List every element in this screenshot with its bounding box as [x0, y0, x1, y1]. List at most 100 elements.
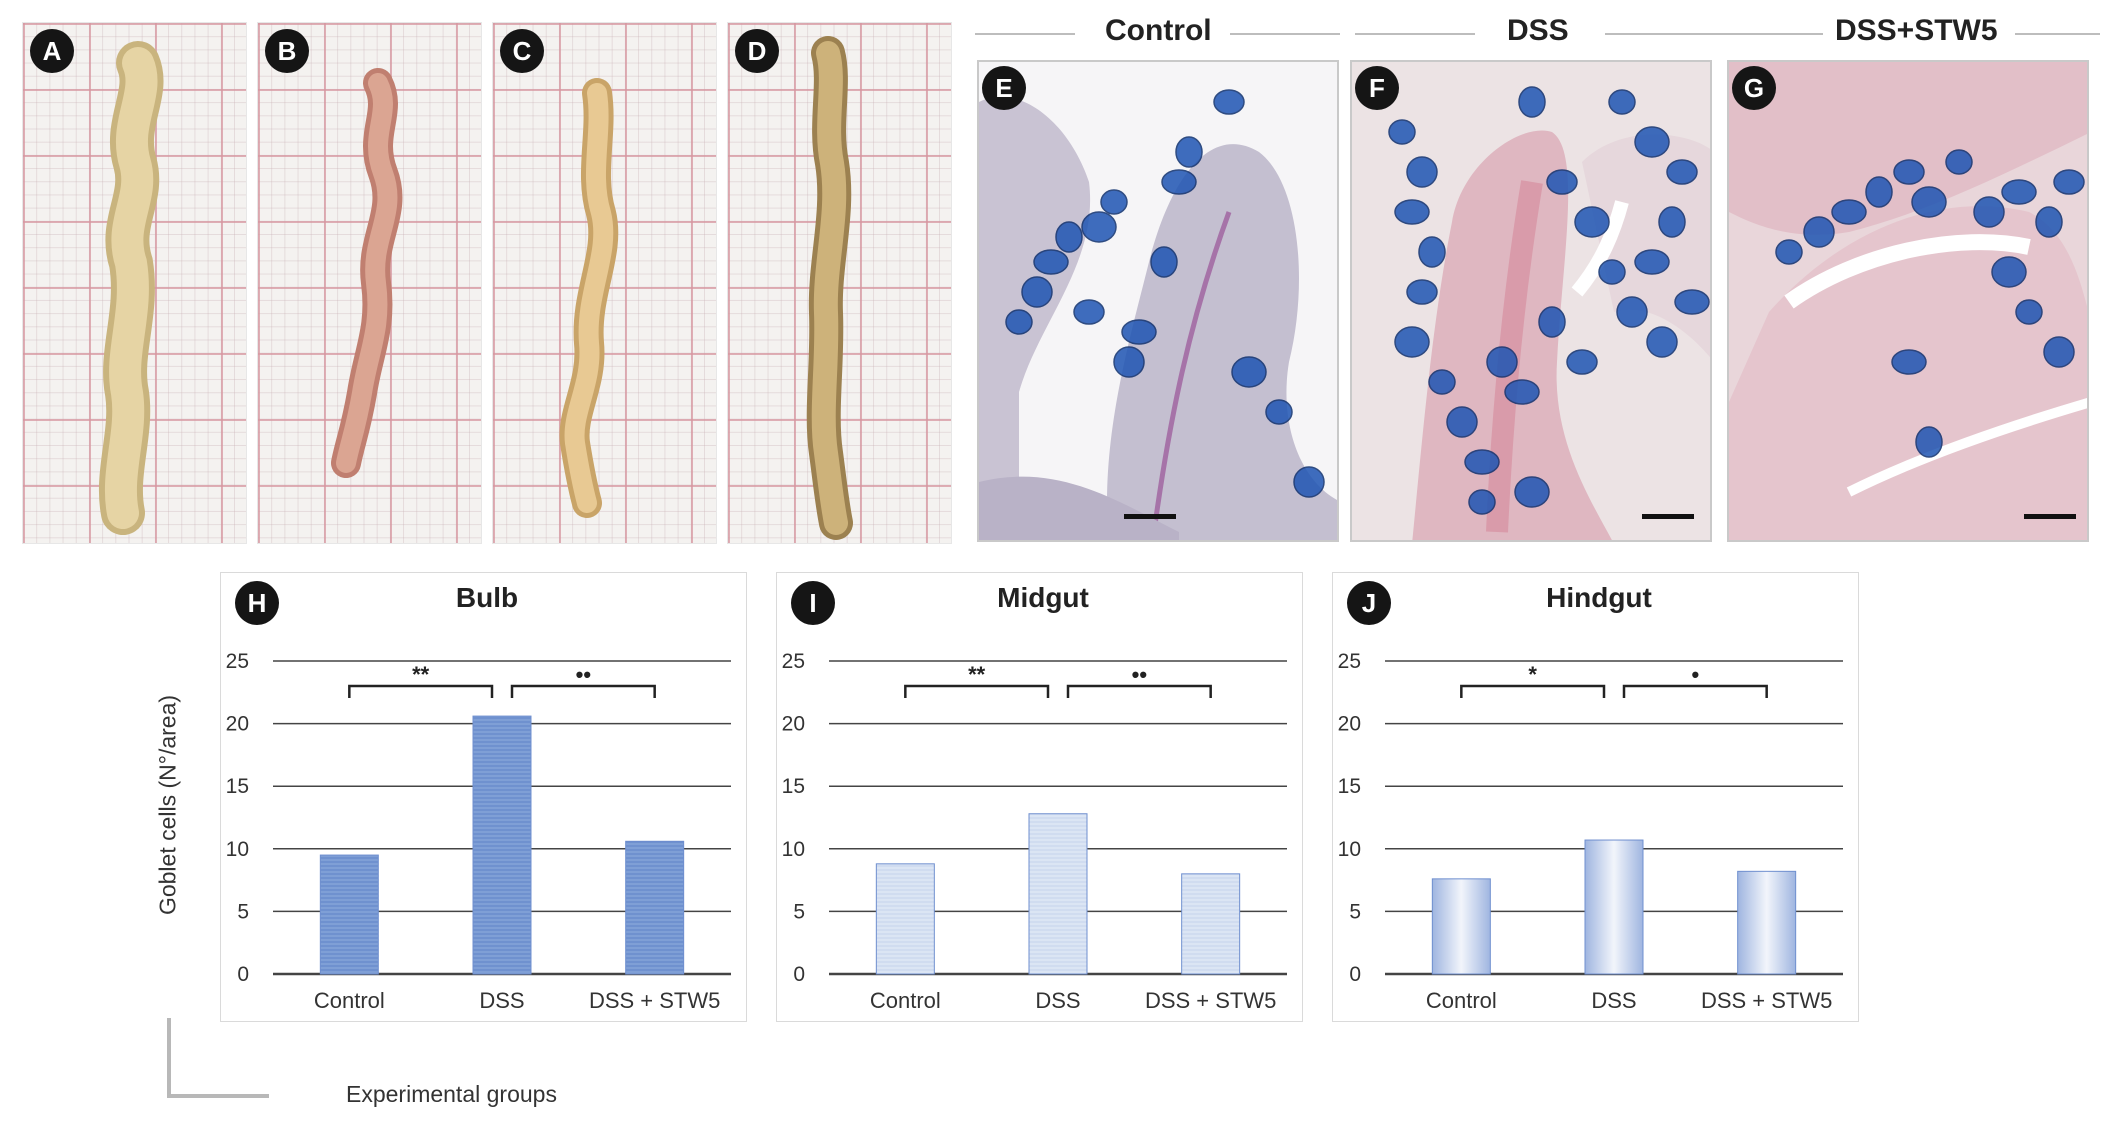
- photo-panel-c: [492, 22, 717, 544]
- x-tick-label: DSS: [1035, 988, 1080, 1013]
- y-tick-label: 20: [782, 713, 805, 736]
- goblet-cell: [1518, 86, 1546, 118]
- histology-image-e: [979, 62, 1337, 540]
- goblet-cell: [1418, 236, 1446, 268]
- histology-title-control: Control: [1093, 14, 1224, 48]
- significance-bracket: [904, 684, 1050, 699]
- significance-bracket: [1460, 684, 1606, 699]
- goblet-cell: [2053, 169, 2085, 195]
- x-tick-label: DSS: [479, 988, 524, 1013]
- header-rule-dss-left: [1355, 33, 1475, 35]
- significance-marker: ••: [1132, 662, 1147, 687]
- y-tick-label: 0: [237, 963, 249, 986]
- y-tick-label: 0: [1349, 963, 1361, 986]
- y-axis-label: Goblet cells (N°/area): [154, 694, 181, 916]
- significance-bracket: [510, 684, 656, 699]
- significance-marker: **: [968, 662, 986, 687]
- goblet-cell: [1915, 426, 1943, 458]
- goblet-cell: [1464, 449, 1500, 475]
- histology-title-stw5: DSS+STW5: [1823, 14, 2010, 48]
- goblet-cell: [1803, 216, 1835, 248]
- significance-bracket: [1622, 684, 1768, 699]
- y-tick-label: 25: [1338, 650, 1361, 673]
- y-tick-label: 0: [793, 963, 805, 986]
- panel-label: J: [1362, 588, 1376, 618]
- x-tick-label: DSS + STW5: [589, 988, 720, 1013]
- chart-midgut: 0 5 10 15 20 25 Midgut I Control DSS DSS + STW5 ** •…: [776, 572, 1303, 1022]
- bar-dss: [1584, 839, 1644, 975]
- goblet-cell: [1033, 249, 1069, 275]
- goblet-cell: [1666, 159, 1698, 185]
- chart-title: Hindgut: [1546, 582, 1652, 613]
- goblet-cell: [1394, 326, 1430, 358]
- bar-control: [319, 854, 379, 975]
- header-rule-control-right: [1230, 33, 1340, 35]
- goblet-cell: [1213, 89, 1245, 115]
- goblet-cell: [1831, 199, 1867, 225]
- chart-svg: 0 5 10 15 20 25 Hindgut J Control DSS DSS + STW5 * •: [1338, 581, 1843, 1013]
- goblet-cell: [1891, 349, 1927, 375]
- goblet-cell: [1055, 221, 1083, 253]
- chart-hindgut: 0 5 10 15 20 25 Hindgut J Control DSS DSS + STW5 * •: [1332, 572, 1859, 1022]
- goblet-cell: [1293, 466, 1325, 498]
- y-tick-label: 25: [782, 650, 805, 673]
- header-rule-stw5-left: [1735, 33, 1825, 35]
- goblet-cell: [1973, 196, 2005, 228]
- goblet-cell: [1546, 169, 1578, 195]
- goblet-cell: [1566, 349, 1598, 375]
- y-tick-label: 10: [226, 838, 249, 861]
- goblet-cell: [1388, 119, 1416, 145]
- y-tick-label: 10: [782, 838, 805, 861]
- goblet-cell: [1775, 239, 1803, 265]
- photo-panel-d: [727, 22, 952, 544]
- y-tick-label: 20: [226, 713, 249, 736]
- y-tick-label: 5: [793, 900, 805, 923]
- x-tick-label: Control: [870, 988, 941, 1013]
- goblet-cell: [1945, 149, 1973, 175]
- goblet-cell: [1113, 346, 1145, 378]
- significance-marker: •: [1691, 662, 1699, 687]
- goblet-cell: [2043, 336, 2075, 368]
- histology-image-g: [1729, 62, 2087, 540]
- panel-badge: [235, 581, 279, 625]
- chart-svg: 0 5 10 15 20 25 Midgut I Control DSS DSS + STW5 ** •…: [782, 581, 1287, 1013]
- goblet-cell: [1468, 489, 1496, 515]
- goblet-cell: [1634, 249, 1670, 275]
- panel-label-b: B: [265, 29, 309, 73]
- panel-badge: [1347, 581, 1391, 625]
- goblet-cell: [1893, 159, 1925, 185]
- significance-marker: *: [1528, 662, 1537, 687]
- y-tick-label: 10: [1338, 838, 1361, 861]
- x-tick-label: DSS: [1591, 988, 1636, 1013]
- panel-label: H: [248, 588, 267, 618]
- significance-marker: ••: [576, 662, 591, 687]
- axis-bracket-horizontal: [167, 1094, 269, 1098]
- panel-label-e: E: [982, 66, 1026, 110]
- goblet-cell: [1658, 206, 1686, 238]
- panel-label-a: A: [30, 29, 74, 73]
- y-tick-label: 5: [1349, 900, 1361, 923]
- goblet-cell: [1486, 346, 1518, 378]
- axis-bracket-vertical: [167, 1018, 171, 1098]
- goblet-cell: [1574, 206, 1610, 238]
- gut-specimen-c: [559, 78, 619, 518]
- histology-panel-g: [1727, 60, 2089, 542]
- histology-panel-f: [1350, 60, 1712, 542]
- goblet-cell: [1646, 326, 1678, 358]
- gut-specimen-a: [98, 41, 164, 535]
- goblet-cell: [1265, 399, 1293, 425]
- goblet-cell: [1446, 406, 1478, 438]
- gut-specimen-d: [806, 36, 853, 540]
- header-rule-dss-right: [1605, 33, 1735, 35]
- chart-bulb: 0 5 10 15 20 25 Bulb H Control DSS DSS + STW5 ** ••: [220, 572, 747, 1022]
- y-tick-label: 5: [237, 900, 249, 923]
- y-tick-label: 25: [226, 650, 249, 673]
- goblet-cell: [1616, 296, 1648, 328]
- significance-bracket: [348, 684, 494, 699]
- x-tick-label: DSS + STW5: [1145, 988, 1276, 1013]
- goblet-cell: [1865, 176, 1893, 208]
- goblet-cell: [1504, 379, 1540, 405]
- photo-panel-b: [257, 22, 482, 544]
- goblet-cell: [1394, 199, 1430, 225]
- significance-marker: **: [412, 662, 430, 687]
